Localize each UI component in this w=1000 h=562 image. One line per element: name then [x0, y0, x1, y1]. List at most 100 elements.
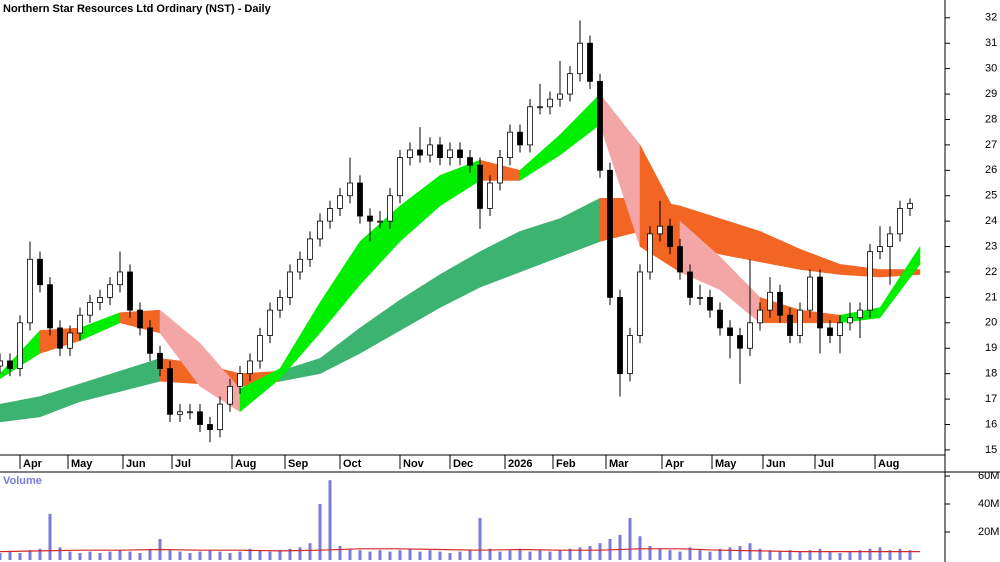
candle-body	[197, 411, 203, 425]
candle-body	[517, 131, 523, 146]
candle-body	[787, 314, 793, 336]
candle-body	[227, 385, 233, 405]
candle-body	[67, 332, 73, 349]
candle-body	[217, 403, 223, 430]
volume-bar	[338, 546, 342, 560]
volume-bar	[478, 518, 482, 560]
candle-body	[467, 157, 473, 166]
candle-body	[87, 302, 93, 316]
volume-bar	[238, 551, 242, 560]
x-tick-label: Apr	[665, 458, 685, 470]
candle-body	[707, 297, 713, 311]
candle-body	[797, 309, 803, 336]
volume-title: Volume	[3, 475, 42, 487]
candle-body	[507, 131, 513, 158]
volume-bar	[778, 551, 782, 560]
volume-bar	[748, 543, 752, 560]
volume-bar	[98, 553, 102, 560]
candle-body	[187, 411, 193, 414]
y-tick-label: 29	[985, 88, 997, 100]
volume-bar	[268, 551, 272, 560]
volume-bar	[398, 550, 402, 560]
volume-bar	[198, 551, 202, 560]
candle-body	[77, 314, 83, 334]
candle-body	[277, 297, 283, 311]
candle-body	[497, 157, 503, 184]
volume-bar	[588, 546, 592, 560]
volume-bar	[598, 543, 602, 560]
candle-body	[57, 327, 63, 349]
candle-body	[897, 208, 903, 235]
candle-body	[127, 271, 133, 311]
volume-bar	[498, 551, 502, 560]
candle-body	[337, 195, 343, 209]
ribbon-segment	[879, 245, 921, 319]
candle-body	[117, 271, 123, 286]
volume-bar	[468, 550, 472, 560]
volume-bar	[388, 551, 392, 560]
candle-body	[307, 238, 313, 260]
candle-body	[107, 284, 113, 298]
candle-body	[617, 297, 623, 375]
candle-body	[657, 225, 663, 235]
candle-body	[747, 322, 753, 349]
volume-bar	[818, 548, 822, 560]
candle-body	[257, 335, 263, 362]
volume-bar	[518, 548, 522, 560]
candle-body	[427, 144, 433, 156]
candle-body	[477, 164, 483, 209]
candle-body	[607, 169, 613, 298]
candle-body	[867, 251, 873, 311]
volume-bar	[628, 518, 632, 560]
volume-bar	[88, 551, 92, 560]
candle-body	[557, 93, 563, 100]
volume-bar	[308, 543, 312, 560]
candle-body	[7, 360, 13, 369]
volume-bar	[228, 553, 232, 560]
volume-bar	[258, 550, 262, 560]
volume-bar	[548, 551, 552, 560]
volume-bar	[0, 553, 2, 560]
volume-bar	[768, 550, 772, 560]
candle-body	[157, 352, 163, 369]
volume-bar	[508, 550, 512, 560]
candle-body	[37, 258, 43, 286]
x-tick-label: Aug	[878, 458, 899, 470]
volume-bar	[878, 547, 882, 560]
candle-body	[27, 258, 33, 324]
volume-bar	[798, 551, 802, 560]
volume-bar	[328, 480, 332, 560]
volume-bar	[908, 550, 912, 560]
candle-body	[17, 322, 23, 369]
x-tick-label: Jun	[126, 458, 146, 470]
candle-body	[667, 225, 673, 247]
volume-bar	[378, 550, 382, 560]
volume-bar	[858, 550, 862, 560]
candle-body	[597, 80, 603, 171]
volume-bar	[148, 548, 152, 560]
y-tick-label: 16	[985, 418, 997, 430]
volume-bar	[668, 550, 672, 560]
volume-bar	[298, 547, 302, 560]
volume-bar	[358, 550, 362, 560]
y-tick-label: 21	[985, 291, 997, 303]
volume-bar	[18, 553, 22, 560]
candle-body	[847, 317, 853, 324]
volume-bar	[28, 550, 32, 560]
volume-bar	[188, 553, 192, 560]
y-tick-label: 23	[985, 240, 997, 252]
chart-title: Northern Star Resources Ltd Ordinary (NS…	[3, 3, 272, 15]
candle-body	[177, 411, 183, 415]
y-tick-label: 17	[985, 393, 997, 405]
candle-body	[417, 149, 423, 156]
volume-bar	[708, 551, 712, 560]
y-tick-label: 19	[985, 342, 997, 354]
volume-bar	[278, 550, 282, 560]
candle-body	[367, 215, 373, 222]
candle-body	[687, 271, 693, 298]
volume-bar	[808, 550, 812, 560]
volume-bar	[788, 550, 792, 560]
volume-bar	[248, 548, 252, 560]
